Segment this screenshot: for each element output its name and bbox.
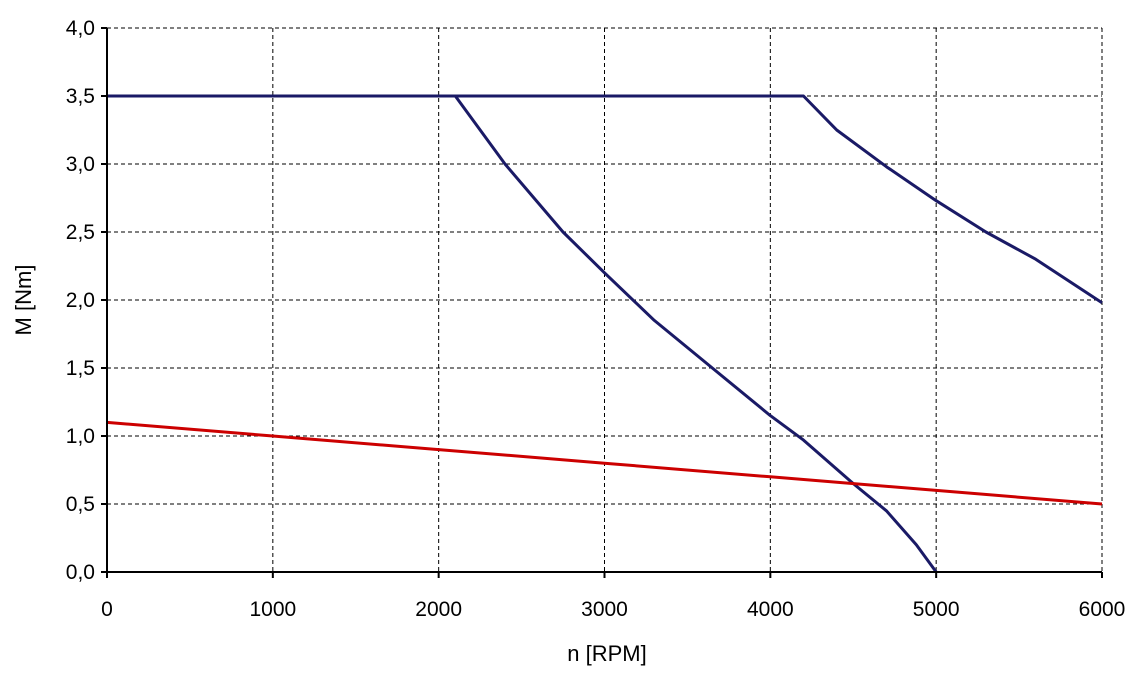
y-tick-label: 3,0 [66, 153, 95, 176]
y-tick-label: 1,0 [66, 425, 95, 448]
y-tick-label: 0,5 [66, 493, 95, 516]
x-tick-label: 6000 [1079, 598, 1126, 621]
series-line-2 [107, 94, 1103, 304]
y-tick-label: 0,0 [66, 561, 95, 584]
x-tick-label: 2000 [415, 598, 462, 621]
y-tick-label: 2,0 [66, 289, 95, 312]
y-tick-label: 4,0 [66, 17, 95, 40]
x-tick-label: 1000 [249, 598, 296, 621]
x-axis-title: n [RPM] [567, 641, 646, 666]
y-tick-label: 3,5 [66, 85, 95, 108]
x-tick-label: 4000 [747, 598, 794, 621]
x-tick-label: 5000 [913, 598, 960, 621]
x-tick-label: 0 [101, 598, 113, 621]
x-tick-label: 3000 [581, 598, 628, 621]
series-line-1 [107, 94, 938, 573]
y-tick-label: 2,5 [66, 221, 95, 244]
y-tick-label: 1,5 [66, 357, 95, 380]
series-group [106, 94, 1103, 573]
axes [101, 27, 1103, 578]
y-axis-title: M [Nm] [11, 265, 36, 336]
tick-labels: 0 1000 2000 3000 4000 5000 6000 0,0 0,5 1,0 1,5 2,0… [66, 17, 1126, 621]
series-line-3 [106, 420, 1103, 506]
